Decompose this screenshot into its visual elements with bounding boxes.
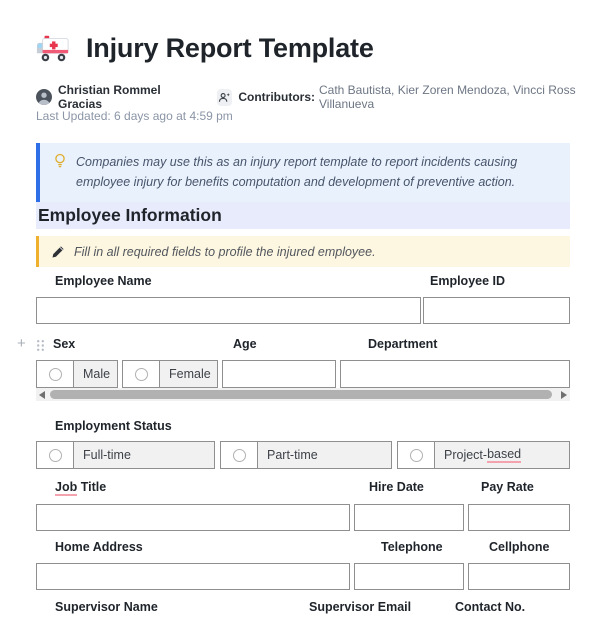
- female-radio-cell[interactable]: [123, 361, 160, 387]
- employee-id-label: Employee ID: [430, 274, 506, 288]
- male-radio-cell[interactable]: [37, 361, 74, 387]
- scroll-right-icon[interactable]: [561, 391, 567, 399]
- parttime-option-label[interactable]: Part-time: [258, 442, 391, 468]
- home-address-label: Home Address: [55, 540, 143, 554]
- instruction-callout: Fill in all required fields to profile t…: [36, 236, 570, 267]
- fulltime-radio-cell[interactable]: [37, 442, 74, 468]
- employee-name-label: Employee Name: [55, 274, 152, 288]
- projectbased-misspelled: based: [487, 447, 522, 463]
- page-title: Injury Report Template: [86, 33, 374, 63]
- horizontal-scrollbar[interactable]: [36, 388, 570, 401]
- projectbased-prefix: Project-: [444, 448, 488, 462]
- contributors-label: Contributors:: [238, 90, 315, 104]
- male-radio[interactable]: [48, 367, 62, 381]
- projectbased-option-label[interactable]: Project-based: [435, 442, 569, 468]
- cellphone-field[interactable]: [468, 563, 570, 590]
- fulltime-radio[interactable]: [48, 448, 62, 462]
- department-label: Department: [368, 337, 438, 351]
- employment-projectbased-group: Project-based: [397, 441, 570, 469]
- scrollbar-thumb[interactable]: [50, 390, 552, 399]
- supervisor-name-label: Supervisor Name: [55, 600, 158, 614]
- projectbased-radio[interactable]: [409, 448, 423, 462]
- page-title-row: Injury Report Template: [36, 33, 374, 64]
- info-callout: Companies may use this as an injury repo…: [36, 143, 570, 203]
- job-title-label: Job Title: [55, 480, 107, 496]
- drag-handle-icon[interactable]: [36, 339, 45, 352]
- info-callout-text: Companies may use this as an injury repo…: [76, 155, 518, 189]
- projectbased-radio-cell[interactable]: [398, 442, 435, 468]
- employee-name-field[interactable]: [36, 297, 421, 324]
- sex-option-female-group: Female: [122, 360, 218, 388]
- cellphone-label: Cellphone: [489, 540, 550, 554]
- employment-status-label: Employment Status: [55, 419, 172, 433]
- employment-fulltime-group: Full-time: [36, 441, 215, 469]
- female-radio[interactable]: [134, 367, 148, 381]
- home-address-field[interactable]: [36, 563, 350, 590]
- hire-date-label: Hire Date: [369, 480, 424, 494]
- job-title-field[interactable]: [36, 504, 350, 531]
- job-rest: Title: [80, 480, 107, 494]
- last-updated: Last Updated: 6 days ago at 4:59 pm: [36, 109, 233, 123]
- employment-parttime-group: Part-time: [220, 441, 392, 469]
- section-heading: Employee Information: [36, 202, 570, 229]
- department-field[interactable]: [340, 360, 570, 388]
- author-name: Christian Rommel Gracias: [58, 83, 161, 111]
- pencil-icon: [51, 245, 65, 259]
- fulltime-option-label[interactable]: Full-time: [74, 442, 214, 468]
- plus-icon[interactable]: +: [17, 335, 26, 352]
- pay-rate-label: Pay Rate: [481, 480, 534, 494]
- sex-option-male-group: Male: [36, 360, 118, 388]
- age-label: Age: [233, 337, 257, 351]
- age-field[interactable]: [222, 360, 336, 388]
- hire-date-field[interactable]: [354, 504, 464, 531]
- lightbulb-icon: [53, 153, 67, 203]
- pay-rate-field[interactable]: [468, 504, 570, 531]
- doc-meta-row: Christian Rommel Gracias Contributors: C…: [36, 83, 600, 111]
- ambulance-icon: [36, 34, 70, 63]
- telephone-field[interactable]: [354, 563, 464, 590]
- job-misspelled: Job: [55, 480, 78, 496]
- contributors-row: Contributors: Cath Bautista, Kier Zoren …: [217, 83, 600, 111]
- employee-id-field[interactable]: [423, 297, 570, 324]
- contributors-names: Cath Bautista, Kier Zoren Mendoza, Vincc…: [319, 83, 576, 111]
- male-option-label[interactable]: Male: [74, 361, 117, 387]
- female-option-label[interactable]: Female: [160, 361, 217, 387]
- contact-no-label: Contact No.: [455, 600, 526, 614]
- scroll-left-icon[interactable]: [39, 391, 45, 399]
- supervisor-email-label: Supervisor Email: [309, 600, 412, 614]
- parttime-radio-cell[interactable]: [221, 442, 258, 468]
- parttime-radio[interactable]: [232, 448, 246, 462]
- avatar: [36, 89, 52, 105]
- telephone-label: Telephone: [381, 540, 443, 554]
- instruction-callout-text: Fill in all required fields to profile t…: [74, 244, 376, 259]
- contributors-icon: [217, 88, 233, 106]
- sex-label: Sex: [53, 337, 76, 351]
